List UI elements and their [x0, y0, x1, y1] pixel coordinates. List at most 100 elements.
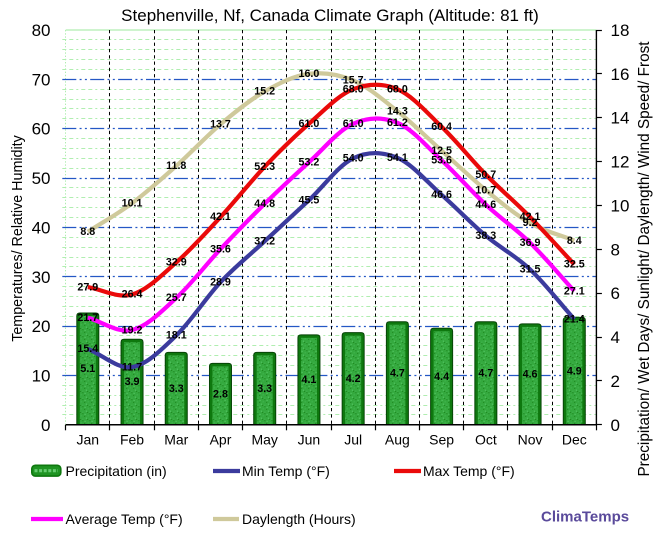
svg-text:35.6: 35.6 [210, 243, 231, 255]
svg-text:Jun: Jun [298, 432, 321, 448]
svg-text:4: 4 [611, 328, 620, 347]
svg-text:36.9: 36.9 [520, 237, 541, 249]
svg-text:Precipitation (in): Precipitation (in) [66, 463, 167, 479]
svg-text:0: 0 [41, 416, 50, 435]
svg-text:68.0: 68.0 [387, 83, 408, 95]
svg-text:14: 14 [611, 109, 630, 128]
svg-text:Jan: Jan [77, 432, 100, 448]
svg-text:45.5: 45.5 [299, 194, 320, 206]
svg-text:4.6: 4.6 [523, 369, 538, 381]
svg-text:Mar: Mar [164, 432, 188, 448]
svg-text:13.7: 13.7 [210, 119, 231, 131]
svg-text:Feb: Feb [120, 432, 144, 448]
svg-text:Aug: Aug [385, 432, 410, 448]
svg-text:21.7: 21.7 [77, 312, 98, 324]
svg-text:Min Temp (°F): Min Temp (°F) [242, 463, 330, 479]
svg-text:32.9: 32.9 [166, 257, 187, 269]
svg-text:60: 60 [32, 120, 51, 139]
svg-text:18.1: 18.1 [166, 330, 187, 342]
svg-text:53.6: 53.6 [431, 154, 452, 166]
svg-text:0: 0 [611, 416, 620, 435]
svg-text:10.1: 10.1 [122, 197, 143, 209]
svg-text:Apr: Apr [210, 432, 232, 448]
svg-text:6: 6 [611, 284, 620, 303]
svg-text:70: 70 [32, 70, 51, 89]
svg-text:25.7: 25.7 [166, 292, 187, 304]
svg-text:10: 10 [32, 366, 51, 385]
svg-text:Sep: Sep [429, 432, 454, 448]
svg-text:60.4: 60.4 [431, 121, 452, 133]
svg-text:Precipitation/ Wet Days/ Sunli: Precipitation/ Wet Days/ Sunlight/ Dayle… [636, 41, 653, 477]
svg-text:42.1: 42.1 [520, 211, 541, 223]
svg-text:4.9: 4.9 [567, 365, 582, 377]
svg-text:10.7: 10.7 [475, 184, 496, 196]
svg-text:46.6: 46.6 [431, 189, 452, 201]
svg-text:2: 2 [611, 372, 620, 391]
svg-text:8.4: 8.4 [567, 235, 582, 247]
svg-text:53.2: 53.2 [299, 156, 320, 168]
svg-text:61.0: 61.0 [343, 118, 364, 130]
svg-text:12.5: 12.5 [431, 145, 452, 157]
svg-text:May: May [251, 432, 277, 448]
svg-text:Stephenville, Nf, Canada Clima: Stephenville, Nf, Canada Climate Graph (… [121, 6, 539, 25]
svg-text:54.1: 54.1 [387, 152, 408, 164]
svg-text:30: 30 [32, 268, 51, 287]
svg-text:40: 40 [32, 218, 51, 237]
svg-text:4.2: 4.2 [346, 373, 361, 385]
svg-text:10: 10 [611, 196, 630, 215]
svg-text:21.4: 21.4 [564, 313, 585, 325]
svg-text:32.5: 32.5 [564, 259, 585, 271]
svg-text:4.4: 4.4 [434, 371, 449, 383]
svg-text:80: 80 [32, 21, 51, 40]
svg-text:52.3: 52.3 [254, 161, 275, 173]
svg-text:3.3: 3.3 [169, 383, 184, 395]
svg-text:42.1: 42.1 [210, 211, 231, 223]
svg-text:50: 50 [32, 169, 51, 188]
svg-text:28.9: 28.9 [210, 276, 231, 288]
svg-text:16: 16 [611, 65, 630, 84]
svg-text:26.4: 26.4 [122, 289, 143, 301]
svg-text:Oct: Oct [475, 432, 497, 448]
svg-text:11.8: 11.8 [166, 160, 186, 172]
svg-text:15.4: 15.4 [77, 343, 98, 355]
svg-text:14.3: 14.3 [387, 105, 408, 117]
svg-text:8: 8 [611, 240, 620, 259]
svg-text:4.1: 4.1 [302, 374, 317, 386]
svg-text:Jul: Jul [344, 432, 362, 448]
svg-text:16.0: 16.0 [299, 68, 320, 80]
svg-text:27.1: 27.1 [564, 285, 585, 297]
svg-text:61.0: 61.0 [299, 118, 320, 130]
svg-text:54.0: 54.0 [343, 153, 364, 165]
svg-text:31.5: 31.5 [520, 264, 541, 276]
svg-text:68.0: 68.0 [343, 83, 364, 95]
svg-text:11.7: 11.7 [122, 361, 142, 373]
svg-text:20: 20 [32, 317, 51, 336]
svg-text:8.8: 8.8 [80, 226, 95, 238]
svg-text:44.8: 44.8 [254, 198, 275, 210]
svg-text:Dec: Dec [562, 432, 587, 448]
svg-text:38.3: 38.3 [475, 230, 496, 242]
svg-text:12: 12 [611, 153, 630, 172]
svg-text:3.3: 3.3 [257, 383, 272, 395]
svg-text:50.7: 50.7 [475, 169, 496, 181]
svg-text:Daylength (Hours): Daylength (Hours) [242, 511, 356, 527]
svg-text:3.9: 3.9 [125, 376, 140, 388]
svg-text:61.2: 61.2 [387, 117, 408, 129]
svg-text:2.8: 2.8 [213, 388, 228, 400]
svg-text:Average Temp (°F): Average Temp (°F) [66, 511, 183, 527]
svg-text:15.2: 15.2 [254, 86, 275, 98]
svg-text:44.6: 44.6 [475, 199, 496, 211]
svg-text:19.2: 19.2 [122, 324, 143, 336]
svg-text:Nov: Nov [518, 432, 543, 448]
svg-text:4.7: 4.7 [390, 367, 405, 379]
svg-text:Max Temp (°F): Max Temp (°F) [423, 463, 515, 479]
svg-text:9.2: 9.2 [523, 217, 538, 229]
svg-text:4.7: 4.7 [478, 367, 493, 379]
svg-text:37.2: 37.2 [254, 235, 275, 247]
svg-text:15.7: 15.7 [343, 75, 364, 87]
svg-text:Temperatures/ Relative Humidit: Temperatures/ Relative Humidity [10, 134, 26, 341]
svg-text:ClimaTemps: ClimaTemps [541, 509, 629, 526]
svg-text:5.1: 5.1 [80, 363, 95, 375]
svg-text:18: 18 [611, 21, 630, 40]
svg-text:27.9: 27.9 [77, 281, 98, 293]
